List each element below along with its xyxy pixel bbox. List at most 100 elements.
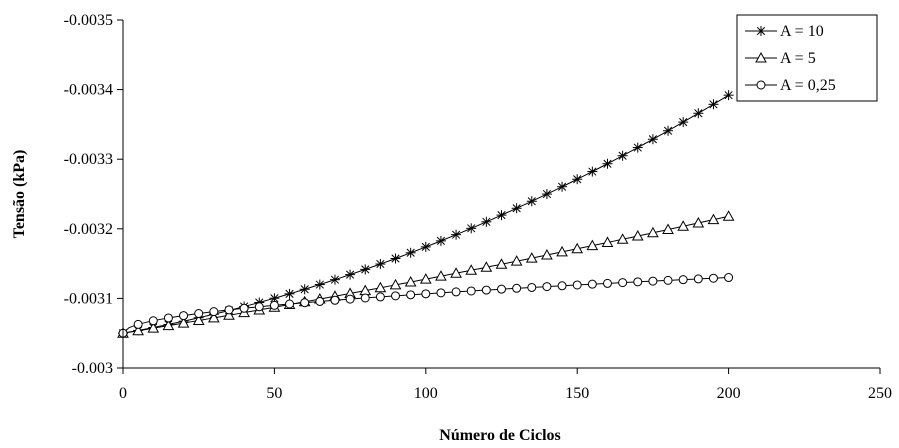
axes	[117, 19, 881, 374]
data-point	[542, 282, 552, 292]
data-point	[419, 273, 432, 284]
marker-stroke	[694, 109, 703, 118]
marker-stroke	[391, 254, 400, 263]
data-point	[708, 273, 718, 283]
data-point	[723, 90, 734, 101]
y-axis-title: Tensão (kPa)	[11, 150, 28, 239]
marker-stroke	[376, 259, 385, 269]
data-point	[405, 247, 416, 258]
data-point	[527, 282, 537, 292]
data-point	[269, 300, 279, 310]
data-point	[224, 305, 234, 315]
data-point	[435, 235, 446, 246]
data-point	[541, 189, 552, 200]
marker-stroke	[603, 159, 612, 168]
marker-stroke	[618, 151, 627, 160]
marker-stroke	[497, 211, 506, 220]
x-tick-label: 150	[565, 385, 589, 402]
marker-stroke	[451, 230, 461, 239]
data-point	[526, 196, 537, 207]
data-point	[631, 230, 644, 241]
data-point	[647, 226, 659, 238]
data-point	[330, 295, 340, 305]
x-tick-label: 100	[414, 385, 438, 402]
data-point	[557, 181, 568, 192]
x-tick-label: 0	[119, 385, 127, 402]
data-point	[618, 278, 628, 288]
data-point	[360, 264, 371, 275]
data-point	[693, 108, 704, 119]
legend-marker	[756, 26, 766, 36]
marker-stroke	[724, 91, 733, 100]
marker-stroke	[756, 26, 766, 36]
data-point	[360, 293, 370, 303]
y-tick-label: -0.0031	[64, 290, 113, 307]
marker-stroke	[573, 175, 582, 184]
data-point	[495, 258, 508, 269]
data-point	[329, 274, 340, 285]
data-point	[692, 216, 705, 228]
data-point	[481, 216, 492, 227]
data-point	[345, 294, 355, 304]
data-point	[420, 241, 431, 252]
data-point	[436, 288, 446, 298]
data-point	[678, 117, 689, 128]
data-point	[404, 276, 417, 287]
data-point	[525, 252, 538, 263]
data-point	[284, 288, 295, 299]
x-axis-title: Número de Ciclos	[439, 427, 560, 444]
marker-stroke	[512, 204, 521, 213]
data-point	[374, 281, 387, 293]
data-point	[496, 210, 507, 221]
data-point	[450, 267, 462, 278]
data-point	[512, 283, 522, 293]
legend-label: A = 10	[780, 23, 824, 40]
data-point	[207, 311, 220, 323]
data-point	[616, 233, 629, 244]
data-point	[390, 253, 401, 264]
data-point	[375, 292, 385, 302]
series-marks	[117, 90, 735, 339]
data-point	[451, 287, 461, 297]
data-point	[223, 309, 235, 320]
legend-marker	[756, 80, 766, 90]
data-point	[557, 281, 567, 291]
data-point	[571, 242, 584, 254]
data-point	[300, 298, 310, 308]
marker-stroke	[361, 265, 370, 274]
data-point	[375, 259, 386, 270]
data-point	[179, 311, 189, 321]
data-point	[572, 174, 583, 185]
marker-stroke	[285, 289, 294, 298]
data-point	[602, 158, 613, 169]
data-point	[556, 245, 568, 257]
marker-stroke	[648, 135, 658, 144]
data-point	[391, 291, 401, 301]
data-point	[586, 239, 599, 251]
data-point	[722, 210, 735, 221]
legend-label: A = 0,25	[780, 77, 836, 94]
data-point	[163, 313, 173, 323]
data-point	[239, 303, 249, 313]
data-point	[648, 276, 658, 286]
y-tick-label: -0.0032	[64, 221, 113, 238]
marker-stroke	[315, 280, 324, 289]
data-point	[299, 284, 310, 295]
data-point	[707, 213, 720, 225]
data-point	[662, 223, 674, 235]
data-point	[162, 319, 175, 331]
data-point	[663, 275, 673, 285]
data-point	[345, 269, 356, 280]
marker-stroke	[270, 294, 279, 303]
data-point	[389, 278, 402, 290]
data-point	[451, 229, 462, 240]
data-point	[724, 273, 734, 283]
x-tick-label: 50	[266, 385, 282, 402]
data-point	[601, 236, 614, 247]
data-point	[572, 280, 582, 290]
marker-stroke	[542, 189, 552, 199]
marker-stroke	[557, 182, 567, 191]
marker-stroke	[709, 100, 718, 109]
y-tick-label: -0.003	[72, 360, 113, 377]
